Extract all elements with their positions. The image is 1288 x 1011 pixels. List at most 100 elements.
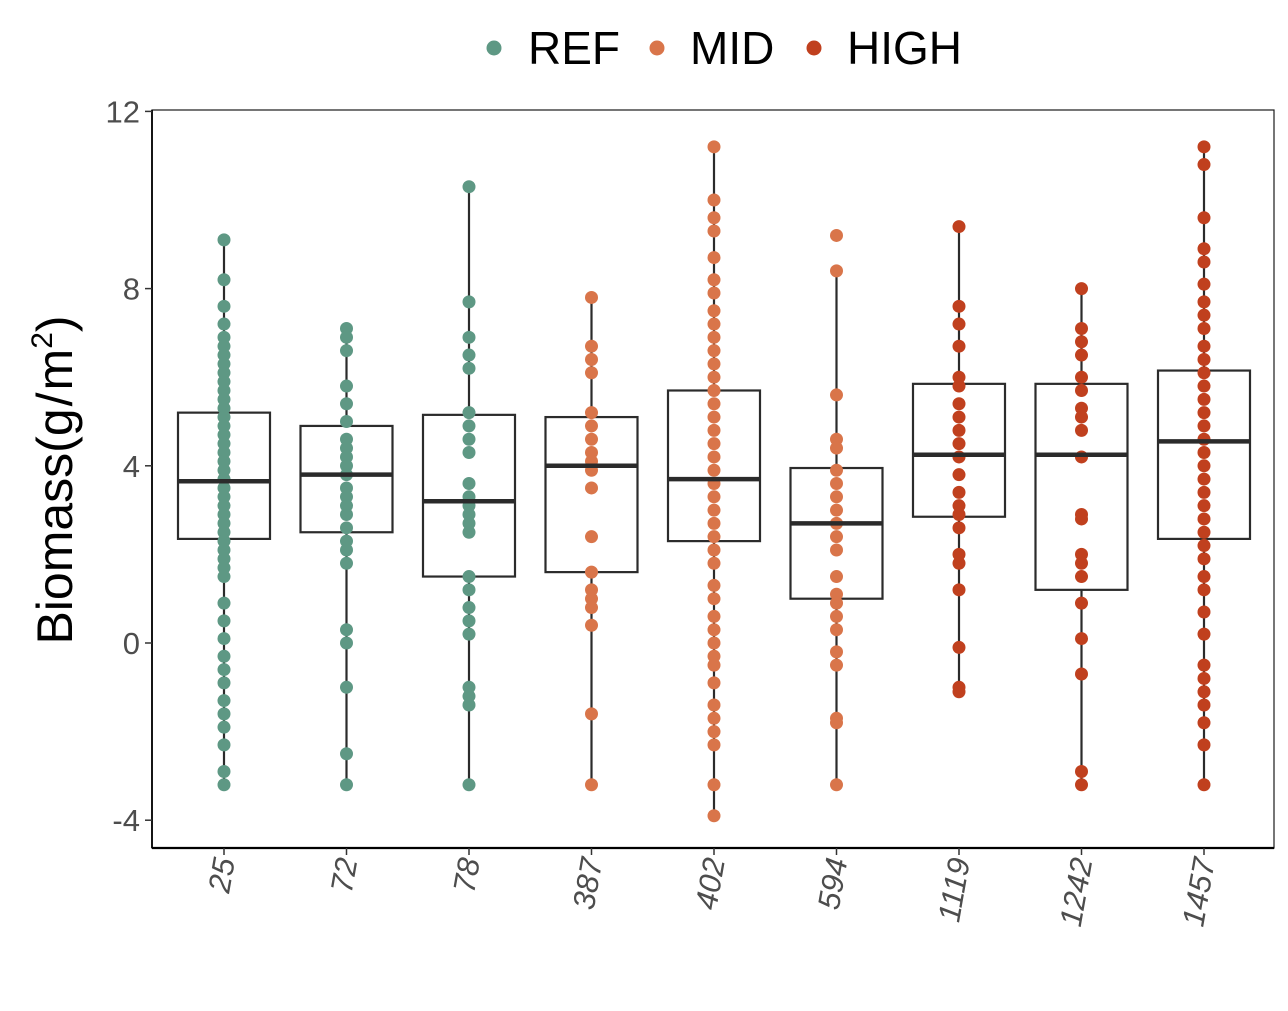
data-point bbox=[1197, 459, 1211, 473]
legend-dot bbox=[649, 40, 665, 56]
box-group-594 bbox=[789, 228, 884, 792]
data-point bbox=[217, 764, 231, 778]
data-point bbox=[585, 481, 598, 495]
data-point bbox=[217, 738, 231, 752]
data-point bbox=[830, 543, 843, 557]
data-point bbox=[1075, 348, 1088, 362]
data-point bbox=[707, 344, 721, 358]
data-point bbox=[1197, 472, 1211, 486]
data-point bbox=[340, 747, 353, 761]
data-point bbox=[707, 530, 721, 544]
data-point bbox=[340, 623, 353, 637]
data-point bbox=[707, 725, 721, 739]
data-point bbox=[707, 304, 721, 318]
data-point bbox=[585, 366, 598, 380]
x-tick-label: 72 bbox=[324, 855, 364, 895]
data-point bbox=[1197, 211, 1211, 225]
data-point bbox=[462, 627, 476, 641]
data-point bbox=[340, 543, 353, 557]
data-point bbox=[1075, 423, 1088, 437]
data-point bbox=[707, 211, 721, 225]
data-point bbox=[585, 290, 598, 304]
data-point bbox=[707, 636, 721, 650]
data-point bbox=[707, 286, 721, 300]
data-point bbox=[707, 317, 721, 331]
data-point bbox=[1197, 446, 1211, 460]
data-point bbox=[585, 707, 598, 721]
data-point bbox=[1075, 335, 1088, 349]
data-point bbox=[1197, 685, 1211, 699]
data-point bbox=[707, 778, 721, 792]
data-point bbox=[462, 419, 476, 433]
data-point bbox=[707, 397, 721, 411]
data-point bbox=[952, 397, 966, 411]
data-point bbox=[707, 383, 721, 397]
data-point bbox=[952, 339, 966, 353]
data-point bbox=[462, 525, 476, 539]
box-group-402 bbox=[666, 140, 762, 823]
data-point bbox=[952, 685, 966, 699]
box bbox=[1034, 382, 1129, 591]
data-point bbox=[217, 663, 231, 677]
data-point bbox=[217, 676, 231, 690]
data-point bbox=[462, 446, 476, 460]
data-point bbox=[952, 379, 966, 393]
data-point bbox=[340, 521, 353, 535]
data-point bbox=[585, 778, 598, 792]
data-point bbox=[1197, 255, 1211, 269]
data-point bbox=[1197, 339, 1211, 353]
data-point bbox=[1197, 352, 1211, 366]
data-point bbox=[1075, 596, 1088, 610]
x-tick-label: 402 bbox=[688, 855, 731, 912]
data-point bbox=[707, 330, 721, 344]
legend-item-ref: REF bbox=[486, 22, 620, 74]
data-point bbox=[830, 658, 843, 672]
data-point bbox=[707, 698, 721, 712]
y-axis-title-main: Biomass bbox=[27, 453, 83, 645]
x-tick-label: 25 bbox=[201, 854, 242, 896]
data-point bbox=[707, 676, 721, 690]
data-point bbox=[462, 583, 476, 597]
data-point bbox=[462, 330, 476, 344]
data-point bbox=[462, 698, 476, 712]
data-point bbox=[707, 658, 721, 672]
data-point bbox=[1197, 605, 1211, 619]
data-point bbox=[830, 645, 843, 659]
data-point bbox=[217, 720, 231, 734]
data-point bbox=[340, 556, 353, 570]
legend-item-mid: MID bbox=[649, 22, 774, 74]
data-point bbox=[830, 609, 843, 623]
data-point bbox=[707, 463, 721, 477]
box-group-1457 bbox=[1156, 140, 1252, 792]
y-tick-label: 12 bbox=[106, 94, 140, 129]
data-point bbox=[217, 570, 231, 584]
data-point bbox=[1197, 366, 1211, 380]
data-point bbox=[585, 419, 598, 433]
data-point bbox=[462, 295, 476, 309]
data-point bbox=[217, 299, 231, 313]
x-tick-label: 594 bbox=[811, 855, 854, 912]
data-point bbox=[340, 778, 353, 792]
data-point bbox=[707, 543, 721, 557]
data-point bbox=[830, 388, 843, 402]
data-point bbox=[707, 609, 721, 623]
data-point bbox=[707, 623, 721, 637]
x-tick-label: 387 bbox=[566, 853, 610, 912]
data-point bbox=[830, 530, 843, 544]
data-point bbox=[1197, 485, 1211, 499]
legend-item-high: HIGH bbox=[806, 22, 962, 74]
data-point bbox=[1197, 512, 1211, 526]
data-point bbox=[1197, 778, 1211, 792]
x-tick-label: 78 bbox=[446, 854, 487, 895]
data-point bbox=[217, 273, 231, 287]
data-point bbox=[952, 508, 966, 522]
data-point bbox=[830, 596, 843, 610]
y-tick-label: 4 bbox=[123, 449, 140, 484]
data-point bbox=[217, 317, 231, 331]
data-point bbox=[707, 357, 721, 371]
data-point bbox=[707, 251, 721, 265]
x-tick-label: 1119 bbox=[931, 855, 977, 924]
data-point bbox=[1075, 556, 1088, 570]
data-point bbox=[1197, 419, 1211, 433]
data-point bbox=[830, 490, 843, 504]
